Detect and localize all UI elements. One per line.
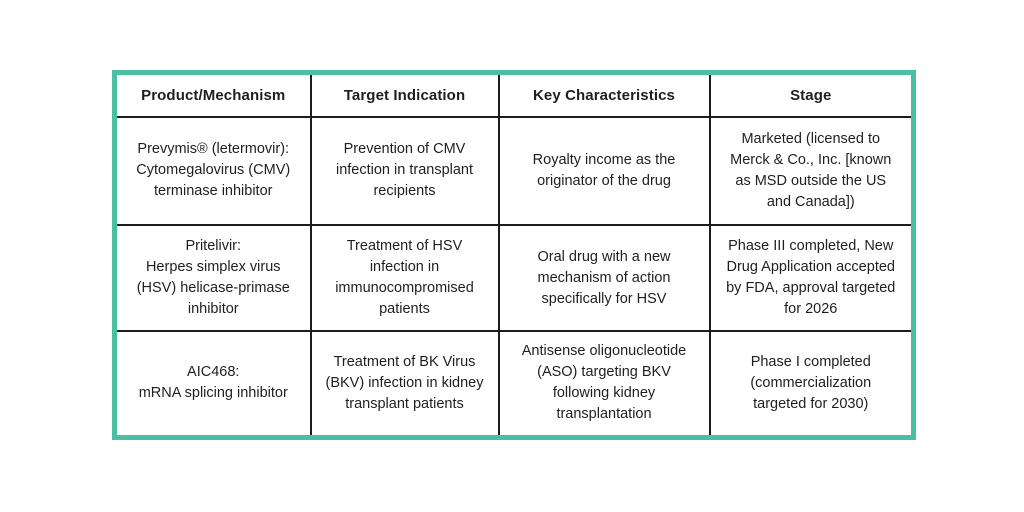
column-header-key-characteristics: Key Characteristics bbox=[497, 71, 711, 118]
table-row-pritelivir: Pritelivir: Herpes simplex virus (HSV) h… bbox=[113, 224, 915, 332]
table-row-prevymis: Prevymis® (letermovir): Cytomegalovirus … bbox=[113, 115, 915, 227]
cell-stage: Phase III completed, New Drug Applicatio… bbox=[708, 224, 915, 332]
header-row: Product/Mechanism Target Indication Key … bbox=[113, 71, 915, 118]
cell-key-characteristics: Oral drug with a new mechanism of action… bbox=[497, 224, 711, 332]
cell-key-characteristics: Antisense oligonucleotide (ASO) targetin… bbox=[497, 329, 711, 439]
cell-product-mechanism: Prevymis® (letermovir): Cytomegalovirus … bbox=[113, 115, 312, 227]
cell-target-indication: Treatment of BK Virus (BKV) infection in… bbox=[309, 329, 500, 439]
cell-product-mechanism: AIC468: mRNA splicing inhibitor bbox=[113, 329, 312, 439]
cell-target-indication: Prevention of CMV infection in transplan… bbox=[309, 115, 500, 227]
column-header-product-mechanism: Product/Mechanism bbox=[113, 71, 312, 118]
table-row-aic468: AIC468: mRNA splicing inhibitor Treatmen… bbox=[113, 329, 915, 439]
cell-product-mechanism: Pritelivir: Herpes simplex virus (HSV) h… bbox=[113, 224, 312, 332]
column-header-target-indication: Target Indication bbox=[309, 71, 500, 118]
cell-target-indication: Treatment of HSV infection in immunocomp… bbox=[309, 224, 500, 332]
cell-stage: Marketed (licensed to Merck & Co., Inc. … bbox=[708, 115, 915, 227]
pipeline-table: Product/Mechanism Target Indication Key … bbox=[112, 70, 916, 440]
cell-key-characteristics: Royalty income as the originator of the … bbox=[497, 115, 711, 227]
cell-stage: Phase I completed (commercialization tar… bbox=[708, 329, 915, 439]
column-header-stage: Stage bbox=[708, 71, 915, 118]
